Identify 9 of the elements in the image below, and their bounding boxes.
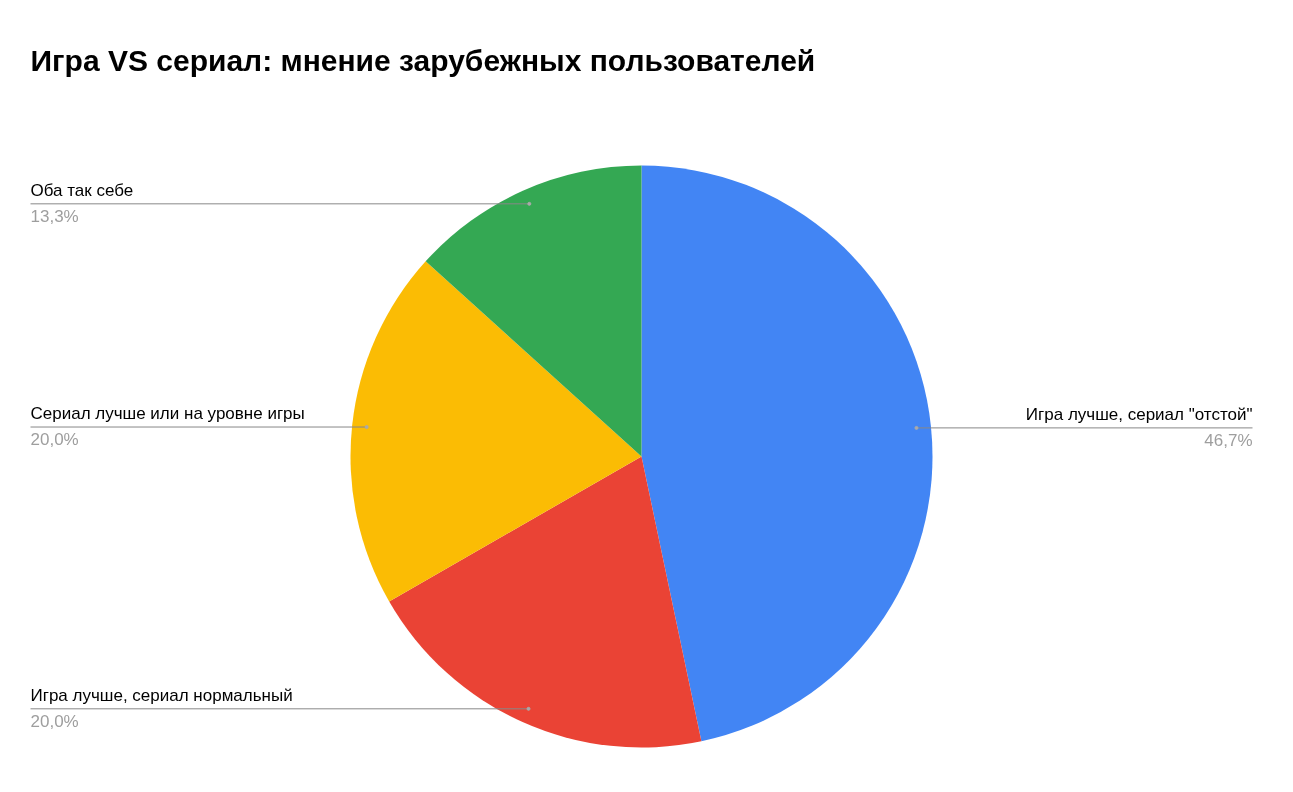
slice-label: Игра лучше, сериал нормальный [30, 685, 293, 705]
slice-label: Сериал лучше или на уровне игры [30, 404, 305, 424]
chart-title: Игра VS сериал: мнение зарубежных пользователей [30, 44, 816, 77]
data-label: 46,7% [1204, 430, 1253, 450]
data-label: 13,3% [30, 206, 79, 226]
slice-label: Оба так себе [30, 180, 134, 200]
data-label: 20,0% [30, 430, 79, 450]
slice-label: Игра лучше, сериал "отстой" [1025, 404, 1253, 424]
data-label: 20,0% [30, 711, 79, 731]
